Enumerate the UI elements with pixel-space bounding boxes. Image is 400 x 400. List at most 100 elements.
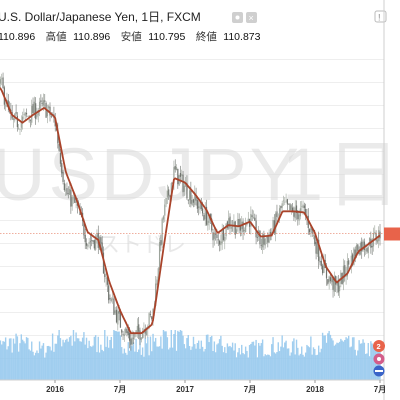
right-icon-1-label: 2	[377, 342, 381, 351]
title-button-close[interactable]: ×	[246, 12, 257, 23]
candle-body	[325, 266, 328, 279]
volume-bar	[251, 341, 253, 380]
candle-body	[243, 229, 245, 232]
info-button[interactable]: !	[374, 10, 387, 23]
high-label: 高値	[46, 30, 67, 43]
volume-bar	[205, 334, 208, 380]
volume-bar	[66, 338, 68, 380]
candle-body	[42, 100, 45, 106]
volume-bar	[260, 343, 263, 380]
candle-body	[329, 277, 332, 282]
candle-body	[200, 202, 202, 209]
candle-body	[35, 103, 37, 119]
volume-bar	[42, 343, 45, 380]
volume-bar	[137, 349, 140, 380]
volume-bar	[162, 330, 165, 380]
candle-body	[20, 121, 22, 128]
candle-body	[290, 205, 292, 210]
candle-body	[354, 249, 356, 257]
right-icon-2[interactable]	[373, 353, 385, 365]
volume-bar	[217, 343, 219, 380]
volume-bar	[276, 352, 278, 380]
candle-body	[205, 206, 208, 225]
volume-bar	[337, 343, 339, 380]
candle-body	[67, 193, 69, 194]
volume-bar	[361, 343, 363, 380]
volume-bar	[229, 345, 231, 380]
volume-bar	[40, 348, 42, 380]
volume-bar	[267, 354, 269, 380]
volume-bar	[188, 346, 191, 380]
volume-bar	[246, 350, 248, 380]
volume-bar	[254, 345, 256, 380]
alert-icon	[373, 340, 385, 352]
volume-bar	[107, 347, 110, 380]
volume-bar	[0, 340, 2, 380]
volume-bar	[379, 348, 381, 380]
volume-bar	[24, 343, 26, 380]
candle-body	[350, 255, 352, 268]
volume-bar	[115, 331, 118, 380]
volume-bar	[130, 340, 132, 380]
candle-body	[152, 308, 154, 319]
candle-body	[139, 330, 141, 340]
candle-body	[25, 112, 28, 115]
volume-bar	[301, 346, 303, 380]
candle-body	[130, 338, 132, 345]
volume-bar	[306, 344, 308, 380]
volume-bar	[295, 339, 298, 380]
candle-body	[96, 234, 98, 238]
candle-body	[50, 115, 52, 117]
volume-bar	[143, 356, 145, 380]
volume-bar	[38, 341, 41, 380]
volume-bar	[315, 355, 317, 380]
volume-bar	[32, 351, 34, 380]
candle-body	[250, 213, 252, 227]
volume-bar	[50, 350, 53, 380]
volume-bar	[80, 341, 83, 380]
candle-body	[301, 206, 303, 207]
candle-body	[156, 279, 158, 286]
candle-body	[273, 220, 275, 233]
volume-bar	[186, 338, 188, 380]
volume-bar	[338, 341, 341, 380]
candle-body	[190, 188, 192, 204]
volume-bar	[324, 335, 326, 380]
candle-body	[140, 337, 142, 340]
right-icon-1[interactable]: 2	[373, 340, 385, 352]
time-tick-label: 2017	[176, 385, 194, 394]
candle-body	[315, 242, 317, 254]
candle-body	[22, 116, 24, 122]
volume-bar	[257, 342, 260, 380]
volume-bar	[10, 338, 12, 380]
candle-body	[16, 115, 18, 128]
volume-bar	[334, 344, 337, 380]
volume-bar	[41, 345, 43, 380]
candle-body	[289, 203, 291, 211]
time-axis[interactable]: 2016 7月 2017 7月 2018 7月	[46, 380, 386, 394]
candle-body	[170, 183, 172, 198]
volume-bar	[353, 337, 355, 380]
right-icon-3[interactable]	[373, 365, 385, 377]
candle-body	[357, 244, 359, 252]
candle-body	[256, 237, 258, 238]
candle-body	[89, 241, 92, 243]
close-label: 終値	[196, 30, 217, 43]
high-value: 110.896	[73, 31, 110, 43]
title-button-settings[interactable]	[232, 12, 243, 23]
candle-body	[38, 101, 41, 110]
volume-bar	[6, 349, 8, 380]
candle-body	[292, 207, 294, 211]
candle-body	[85, 243, 88, 246]
candle-body	[234, 221, 236, 235]
volume-bar	[77, 338, 80, 380]
volume-bar	[233, 350, 235, 380]
candle-body	[318, 239, 320, 261]
candle-body	[247, 218, 249, 221]
volume-bar	[184, 348, 187, 380]
volume-bar	[280, 346, 282, 380]
volume-bar	[182, 335, 184, 380]
candle-body	[70, 189, 72, 207]
candle-body	[323, 260, 325, 273]
volume-bar	[161, 348, 163, 380]
